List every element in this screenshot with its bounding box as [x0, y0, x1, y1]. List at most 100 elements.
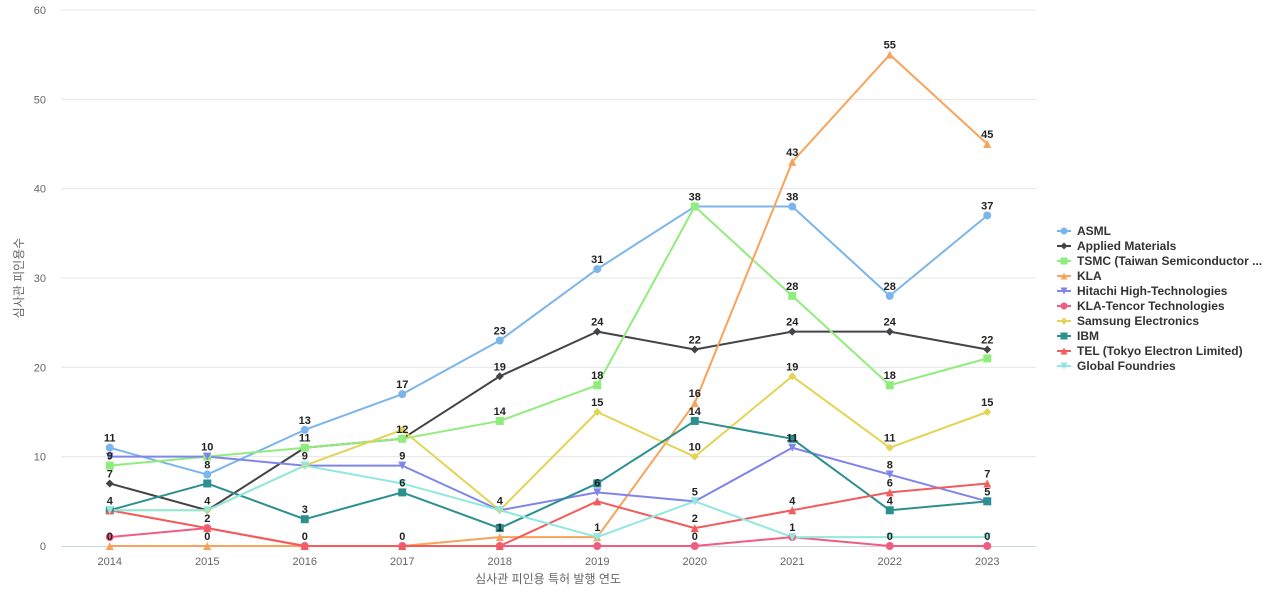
data-point-ibm — [593, 479, 602, 488]
data-point-ibm — [495, 524, 504, 533]
data-label: 18 — [884, 370, 896, 382]
data-point-tsmc-taiwan-semiconductor — [105, 461, 114, 470]
legend-marker — [1060, 317, 1068, 325]
data-point-kla — [788, 157, 797, 166]
legend-label: Applied Materials — [1077, 239, 1177, 253]
data-point-hitachi-high-technologies — [398, 461, 407, 470]
data-point-tel-tokyo-electron-limited — [885, 488, 894, 497]
data-point-samsung-electronics — [593, 408, 602, 416]
data-label: 5 — [692, 486, 698, 498]
y-axis-ticks: 0 10 20 30 40 50 60 — [34, 5, 46, 553]
data-point-global-foundries — [495, 506, 504, 515]
legend-label: Global Foundries — [1077, 359, 1176, 373]
data-point-hitachi-high-technologies — [203, 452, 212, 461]
data-label: 4 — [107, 495, 114, 507]
x-tick-label: 2023 — [975, 556, 999, 568]
x-axis-ticks: 2014 2015 2016 2017 2018 2019 2020 2021 2022 2023 — [98, 556, 1000, 568]
series-line-global-foundries — [109, 464, 988, 539]
legend-marker — [1060, 272, 1068, 280]
data-point-kla — [495, 533, 504, 542]
legend-item-global-foundries: Global Foundries — [1057, 359, 1176, 373]
data-point-asml — [203, 470, 212, 479]
data-point-asml — [398, 390, 407, 399]
x-tick-label: 2017 — [390, 556, 414, 568]
data-label: 0 — [399, 531, 405, 543]
legend-item-samsung-electronics: Samsung Electronics — [1057, 314, 1199, 328]
data-label: 13 — [299, 415, 311, 427]
legend-marker — [1060, 227, 1068, 235]
data-label: 55 — [884, 40, 896, 52]
data-label: 10 — [201, 442, 213, 454]
data-labels: 1197401084201311930171296023191441312418… — [104, 40, 993, 543]
x-tick-label: 2015 — [195, 556, 219, 568]
data-label: 38 — [689, 192, 701, 204]
data-point-asml — [593, 265, 602, 274]
data-point-ibm — [788, 434, 797, 443]
data-label: 17 — [396, 379, 408, 391]
data-label: 2 — [692, 513, 698, 525]
legend-marker — [1060, 362, 1068, 370]
data-label: 7 — [984, 468, 990, 480]
data-label: 14 — [494, 406, 507, 418]
data-point-tel-tokyo-electron-limited — [690, 524, 699, 533]
data-label: 18 — [591, 370, 603, 382]
data-label: 10 — [689, 442, 701, 454]
data-point-asml — [300, 425, 309, 434]
data-point-tsmc-taiwan-semiconductor — [300, 443, 309, 452]
legend-label: TEL (Tokyo Electron Limited) — [1077, 344, 1243, 358]
data-label: 8 — [887, 460, 893, 472]
x-tick-label: 2022 — [878, 556, 902, 568]
y-tick-label: 10 — [34, 452, 46, 464]
x-tick-label: 2014 — [98, 556, 122, 568]
y-tick-label: 20 — [34, 362, 46, 374]
legend-label: TSMC (Taiwan Semiconductor ... — [1077, 254, 1262, 268]
data-label: 37 — [981, 200, 993, 212]
legend-label: ASML — [1077, 224, 1111, 238]
data-point-applied-materials — [593, 327, 602, 336]
data-label: 1 — [594, 522, 600, 534]
data-point-hitachi-high-technologies — [885, 470, 894, 479]
data-point-tsmc-taiwan-semiconductor — [398, 434, 407, 443]
data-point-ibm — [983, 497, 992, 506]
data-point-ibm — [690, 416, 699, 425]
legend-label: Samsung Electronics — [1077, 314, 1199, 328]
x-tick-label: 2019 — [585, 556, 609, 568]
data-label: 6 — [887, 477, 893, 489]
data-point-hitachi-high-technologies — [593, 488, 602, 497]
data-point-tel-tokyo-electron-limited — [203, 524, 212, 533]
data-label: 24 — [884, 317, 897, 329]
data-label: 9 — [399, 451, 405, 463]
data-point-asml — [885, 291, 894, 300]
data-point-kla — [105, 542, 114, 550]
legend-item-tel-tokyo-electron-limited: TEL (Tokyo Electron Limited) — [1057, 344, 1243, 358]
data-point-tel-tokyo-electron-limited — [495, 542, 504, 550]
legend-item-tsmc-taiwan-semiconductor: TSMC (Taiwan Semiconductor ... — [1057, 254, 1262, 268]
data-label: 14 — [689, 406, 702, 418]
x-axis-title: 심사관 피인용 특허 발행 연도 — [475, 571, 621, 586]
data-point-kla-tencor-technologies — [593, 542, 602, 550]
data-label: 1 — [497, 522, 503, 534]
data-label: 12 — [396, 424, 408, 436]
data-point-kla — [203, 542, 212, 550]
data-point-applied-materials — [885, 327, 894, 336]
data-label: 19 — [494, 361, 506, 373]
data-point-samsung-electronics — [398, 425, 407, 434]
series-line-kla — [109, 53, 988, 547]
data-point-samsung-electronics — [885, 443, 894, 452]
legend-marker — [1060, 242, 1068, 250]
data-point-kla-tencor-technologies — [105, 533, 114, 542]
data-point-global-foundries — [690, 497, 699, 506]
data-point-tel-tokyo-electron-limited — [300, 542, 309, 550]
legend-item-applied-materials: Applied Materials — [1057, 239, 1177, 253]
data-point-tsmc-taiwan-semiconductor — [593, 381, 602, 390]
data-label: 0 — [692, 531, 698, 543]
data-label: 9 — [107, 451, 113, 463]
data-point-global-foundries — [203, 506, 212, 515]
legend-item-ibm: IBM — [1057, 329, 1099, 343]
data-label: 4 — [204, 495, 211, 507]
data-label: 0 — [984, 531, 990, 543]
data-label: 19 — [786, 361, 798, 373]
data-label: 2 — [204, 513, 210, 525]
series-line-hitachi-high-technologies — [109, 446, 988, 512]
